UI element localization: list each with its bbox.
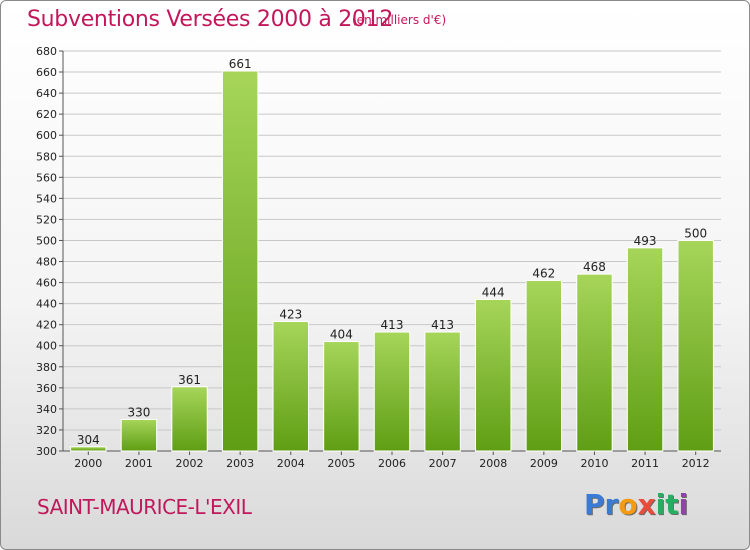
data-label-2011: 493	[634, 234, 657, 248]
data-label-2008: 444	[482, 285, 505, 299]
x-tick-label-2004: 2004	[277, 457, 305, 470]
y-tick-label: 400	[36, 340, 57, 353]
data-label-2002: 361	[178, 373, 201, 387]
x-tick-label-2001: 2001	[125, 457, 153, 470]
y-tick-label: 440	[36, 298, 57, 311]
unit-note: (en milliers d'€)	[352, 13, 447, 27]
x-tick-label-2006: 2006	[378, 457, 406, 470]
data-label-2001: 330	[127, 405, 150, 419]
data-label-2000: 304	[77, 433, 100, 447]
data-label-2007: 413	[431, 318, 454, 332]
x-tick-labels: 2000 2001 2002 2003 2004 2005 2006 2007 2008 2009…	[74, 457, 709, 470]
logo-letter: i	[678, 488, 689, 521]
x-tick-label-2007: 2007	[429, 457, 457, 470]
y-tick-label: 560	[36, 171, 57, 184]
y-tick-label: 620	[36, 108, 57, 121]
x-tick-label-2000: 2000	[74, 457, 102, 470]
data-labels: 304 330 361 661 423 404 413 413 444 462 468 493 500	[77, 57, 707, 447]
x-tick-label-2005: 2005	[327, 457, 355, 470]
data-label-2003: 661	[229, 57, 252, 71]
data-label-2009: 462	[532, 266, 555, 280]
bar-2000	[70, 446, 107, 452]
y-tick-label: 520	[36, 213, 57, 226]
x-tick-label-2002: 2002	[176, 457, 204, 470]
logo-letter: x	[637, 488, 656, 521]
bar-2005	[323, 341, 360, 452]
y-tick-label: 340	[36, 403, 57, 416]
logo-letter: r	[604, 488, 619, 521]
x-tick-label-2012: 2012	[682, 457, 710, 470]
y-tick-label: 600	[36, 129, 57, 142]
x-tick-label-2010: 2010	[580, 457, 608, 470]
x-tick-label-2008: 2008	[479, 457, 507, 470]
logo-letter: i	[655, 488, 666, 521]
y-tick-label: 540	[36, 192, 57, 205]
y-tick-label: 660	[36, 66, 57, 79]
bar-2002	[171, 386, 208, 452]
data-label-2012: 500	[684, 226, 707, 240]
bar-2008	[475, 298, 512, 452]
logo-letter: P	[584, 488, 605, 521]
y-tick-label: 380	[36, 361, 57, 374]
x-tick-label-2009: 2009	[530, 457, 558, 470]
bar-chart: 300 320 340 360 380 400 420 440 460 480 500 520 540 5…	[36, 45, 721, 470]
y-tick-label: 580	[36, 150, 57, 163]
y-tick-label: 320	[36, 424, 57, 437]
bar-2003	[221, 70, 259, 452]
bar-2011	[626, 247, 664, 452]
logo-letter: t	[665, 488, 679, 521]
city-name: SAINT-MAURICE-L'EXIL	[37, 495, 252, 519]
y-tick-label: 640	[36, 87, 57, 100]
data-label-2010: 468	[583, 260, 606, 274]
bar-2010	[576, 273, 613, 452]
data-label-2005: 404	[330, 328, 353, 342]
y-tick-label: 500	[36, 234, 57, 247]
y-tick-label: 460	[36, 277, 57, 290]
bar-2001	[120, 418, 158, 452]
y-tick-label: 420	[36, 319, 57, 332]
y-tick-label: 300	[36, 445, 57, 458]
bar-2009	[525, 279, 563, 452]
bars	[70, 70, 714, 452]
data-label-2006: 413	[381, 318, 404, 332]
x-tick-label-2011: 2011	[631, 457, 659, 470]
data-label-2004: 423	[279, 308, 302, 322]
chart-title: Subventions Versées 2000 à 2012	[27, 7, 394, 32]
y-tick-label: 360	[36, 382, 57, 395]
logo-letter: o	[618, 488, 638, 521]
x-tick-label-2003: 2003	[226, 457, 254, 470]
y-tick-labels: 300 320 340 360 380 400 420 440 460 480 500 520 540 5…	[36, 45, 57, 458]
proxiti-logo: Proxiti	[584, 488, 688, 521]
y-tick-label: 680	[36, 45, 57, 58]
y-tick-label: 480	[36, 256, 57, 269]
bar-2006	[373, 331, 411, 452]
bar-2012	[677, 239, 714, 452]
bar-2004	[272, 321, 309, 452]
bar-2007	[424, 331, 461, 452]
